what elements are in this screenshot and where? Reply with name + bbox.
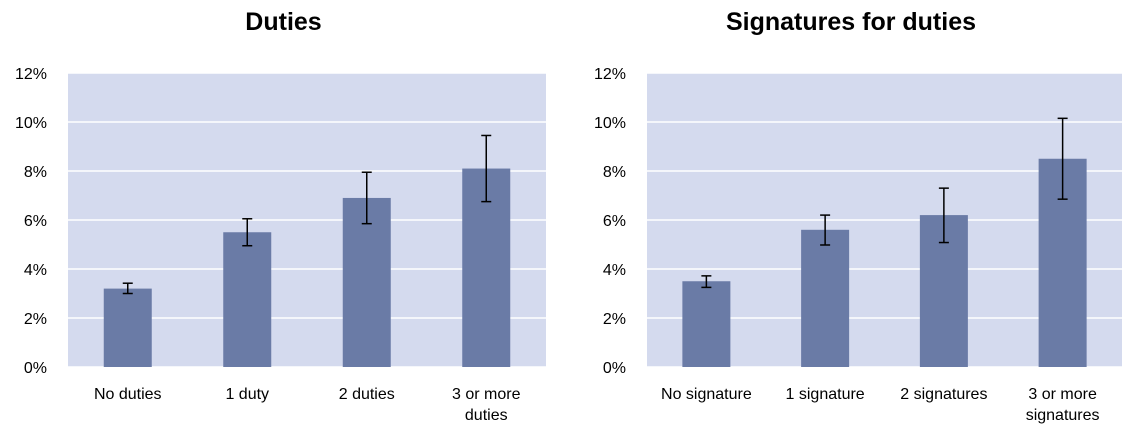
error-bar [820,214,831,246]
chart-duties: Duties 0% 2% 4% 6% 8% 10% 12% No duties 1 duty 2 … [0,0,567,429]
y-tick-label: 0% [603,360,626,377]
error-bar [242,218,253,247]
y-tick-label: 8% [603,164,626,181]
chart-title: Duties [245,8,322,36]
x-category-label: 1 duty [225,386,269,403]
y-tick-label: 0% [24,360,47,377]
x-category-label: No signature [661,386,752,403]
x-category-label: 1 signature [786,386,865,403]
y-tick-label: 10% [594,115,626,132]
bar [103,288,152,367]
y-tick-label: 12% [15,66,47,83]
error-bar [481,134,492,203]
x-category-label: 3 or more [1028,386,1097,403]
error-bar [701,275,712,289]
x-category-label: No duties [94,386,162,403]
y-tick-label: 2% [24,311,47,328]
y-tick-label: 4% [24,262,47,279]
x-category-label: duties [465,407,508,424]
error-bar [122,282,133,295]
chart-signatures: Signatures for duties 0% 2% 4% 6% 8% 10% 12% No… [567,0,1135,429]
x-category-label: 2 signatures [900,386,987,403]
error-bar [361,171,372,225]
bar [223,232,272,367]
y-tick-label: 10% [15,115,47,132]
y-tick-label: 4% [603,262,626,279]
chart-svg: 0% 2% 4% 6% 8% 10% 12% No signature 1 signature 2… [594,66,1122,424]
bar [342,197,391,367]
x-category-label: 2 duties [339,386,395,403]
error-bar [938,187,949,244]
y-tick-label: 6% [603,213,626,230]
x-category-label: 3 or more [452,386,521,403]
error-bar [1057,117,1068,200]
chart-svg: 0% 2% 4% 6% 8% 10% 12% No duties 1 duty 2 duties 3… [15,66,546,424]
bar [801,229,850,367]
x-category-label: signatures [1026,407,1100,424]
chart-title: Signatures for duties [725,8,977,36]
y-tick-label: 12% [594,66,626,83]
y-tick-label: 8% [24,164,47,181]
y-tick-label: 6% [24,213,47,230]
y-tick-label: 2% [603,311,626,328]
bar [682,281,731,367]
